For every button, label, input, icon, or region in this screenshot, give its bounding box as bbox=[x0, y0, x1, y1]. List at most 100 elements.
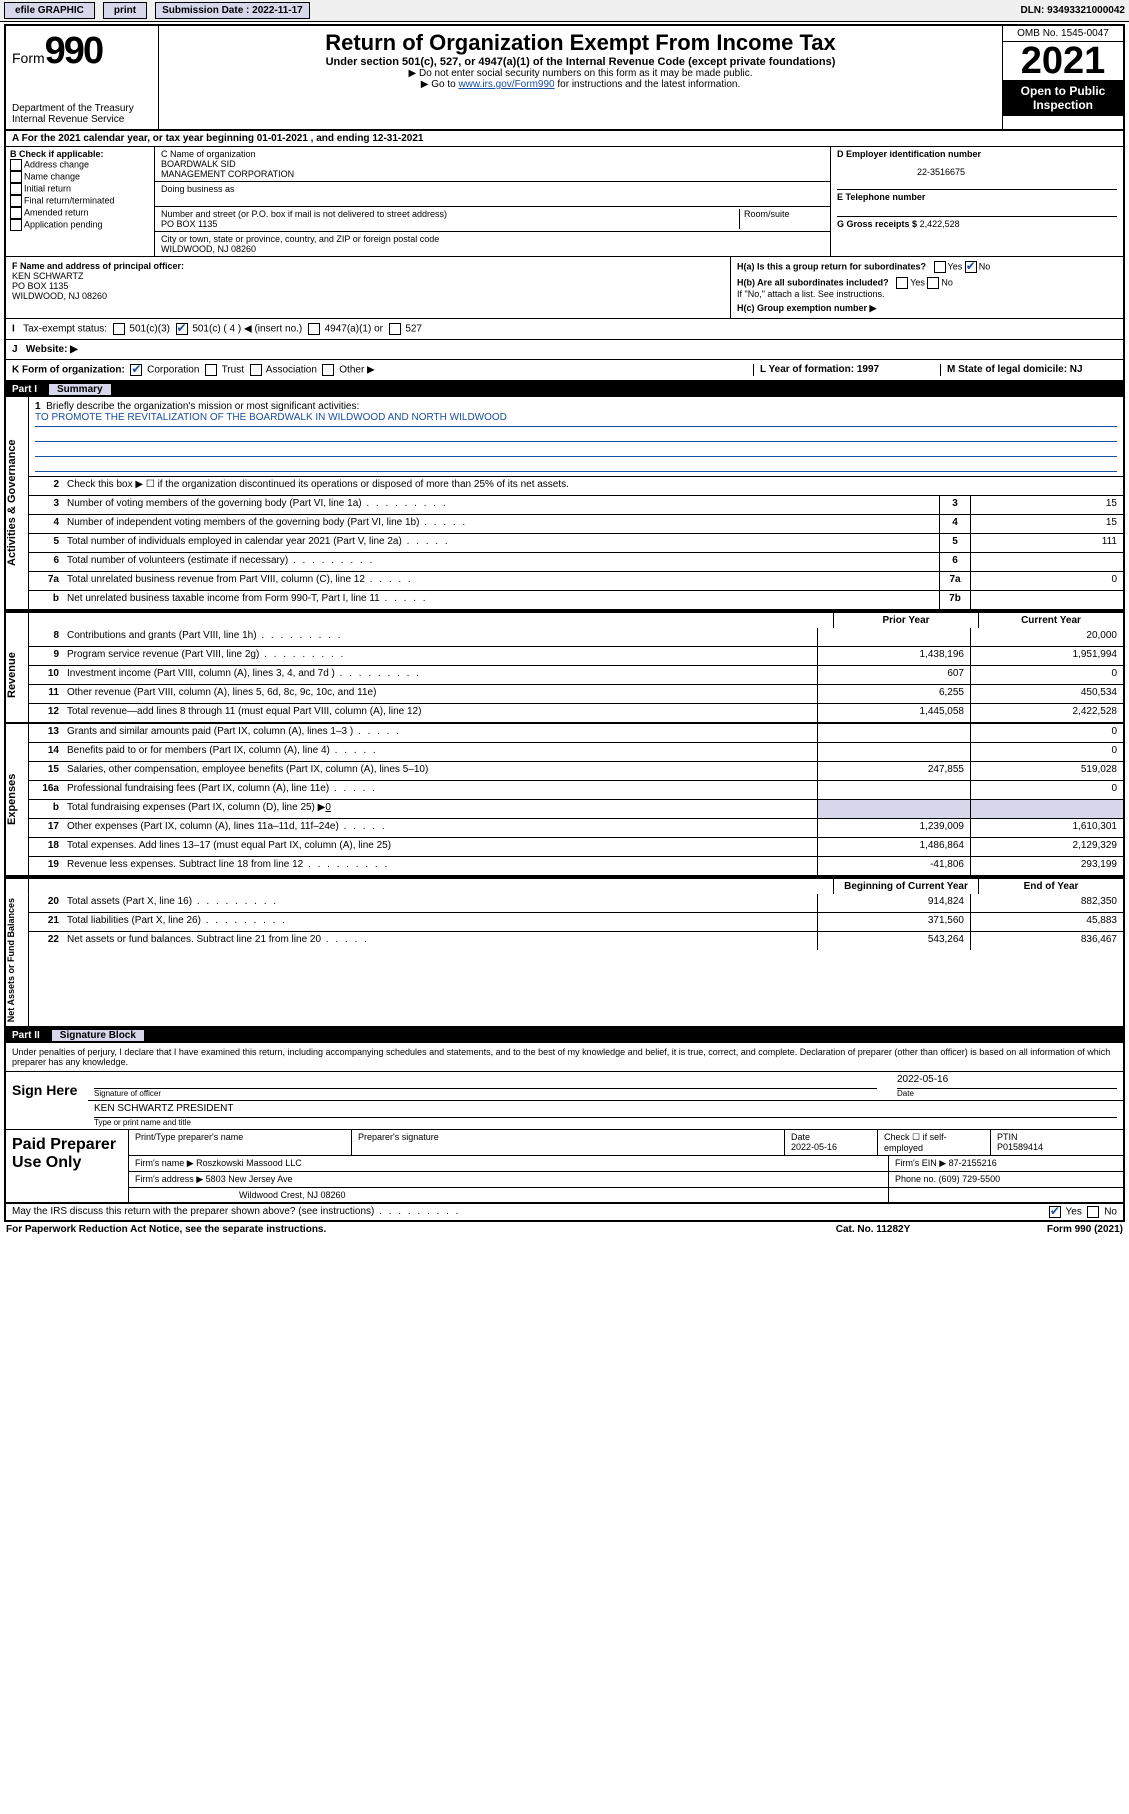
state-domicile: M State of legal domicile: NJ bbox=[940, 364, 1117, 376]
col-headers-1: Prior Year Current Year bbox=[6, 611, 1123, 628]
sign-here-label: Sign Here bbox=[6, 1072, 88, 1129]
cb-initial-return[interactable] bbox=[10, 183, 22, 195]
cb-4947[interactable] bbox=[308, 323, 320, 335]
hb-note: If "No," attach a list. See instructions… bbox=[737, 289, 1117, 299]
line-3: Number of voting members of the governin… bbox=[63, 496, 939, 514]
city-value: WILDWOOD, NJ 08260 bbox=[161, 244, 824, 254]
cb-hb-no[interactable] bbox=[927, 277, 939, 289]
row-i: I Tax-exempt status: 501(c)(3) 501(c) ( … bbox=[6, 319, 1123, 340]
officer-name: KEN SCHWARTZ bbox=[12, 271, 724, 281]
tab-activities: Activities & Governance bbox=[6, 397, 29, 609]
mission-q: Briefly describe the organization's miss… bbox=[46, 401, 359, 412]
name-label: C Name of organization bbox=[161, 149, 824, 159]
pra-notice: For Paperwork Reduction Act Notice, see … bbox=[6, 1224, 773, 1235]
open-inspection: Open to Public Inspection bbox=[1003, 80, 1123, 116]
sign-here-block: Sign Here Signature of officer 2022-05-1… bbox=[6, 1071, 1123, 1130]
cb-ha-no[interactable] bbox=[965, 261, 977, 273]
city-label: City or town, state or province, country… bbox=[161, 234, 824, 244]
phone-label: E Telephone number bbox=[837, 192, 925, 202]
gross-label: G Gross receipts $ bbox=[837, 219, 917, 229]
form-prefix: Form bbox=[12, 50, 45, 66]
hc-label: H(c) Group exemption number ▶ bbox=[737, 303, 876, 313]
summary-activities: Activities & Governance 1 Briefly descri… bbox=[6, 397, 1123, 611]
cb-corp[interactable] bbox=[130, 364, 142, 376]
ein-value: 22-3516675 bbox=[837, 159, 1117, 185]
cb-name-change[interactable] bbox=[10, 171, 22, 183]
addr-label: Number and street (or P.O. box if mail i… bbox=[161, 209, 739, 219]
form-title: Return of Organization Exempt From Incom… bbox=[165, 30, 996, 56]
col-d-ein: D Employer identification number 22-3516… bbox=[831, 147, 1123, 256]
row-a-period: A For the 2021 calendar year, or tax yea… bbox=[6, 131, 1123, 147]
cb-final-return[interactable] bbox=[10, 195, 22, 207]
cb-trust[interactable] bbox=[205, 364, 217, 376]
ein-label: D Employer identification number bbox=[837, 149, 981, 159]
irs-label: Internal Revenue Service bbox=[12, 114, 152, 125]
row-j: J Website: ▶ bbox=[6, 340, 1123, 360]
col-c-org: C Name of organization BOARDWALK SID MAN… bbox=[155, 147, 831, 256]
submission-date: Submission Date : 2022-11-17 bbox=[155, 2, 310, 19]
top-toolbar: efile GRAPHIC print Submission Date : 20… bbox=[0, 0, 1129, 22]
line-2: Check this box ▶ ☐ if the organization d… bbox=[63, 477, 1123, 495]
part1-header: Part I Summary bbox=[6, 382, 1123, 397]
gross-value: 2,422,528 bbox=[920, 219, 960, 229]
form-number: 990 bbox=[45, 30, 102, 72]
org-name-2: MANAGEMENT CORPORATION bbox=[161, 169, 824, 179]
irs-link[interactable]: www.irs.gov/Form990 bbox=[458, 79, 554, 90]
summary-netassets: Net Assets or Fund Balances 20Total asse… bbox=[6, 894, 1123, 1028]
tab-revenue: Revenue bbox=[6, 628, 29, 722]
note-link: ▶ Go to www.irs.gov/Form990 for instruct… bbox=[165, 79, 996, 90]
year-formation: L Year of formation: 1997 bbox=[753, 364, 940, 376]
cb-amended[interactable] bbox=[10, 207, 22, 219]
efile-label: efile GRAPHIC bbox=[4, 2, 95, 19]
part2-header: Part II Signature Block bbox=[6, 1028, 1123, 1043]
officer-label: F Name and address of principal officer: bbox=[12, 261, 184, 271]
discuss-row: May the IRS discuss this return with the… bbox=[6, 1204, 1123, 1220]
col-headers-2: Beginning of Current Year End of Year bbox=[6, 877, 1123, 894]
header-mid: Return of Organization Exempt From Incom… bbox=[159, 26, 1002, 129]
row-f-h: F Name and address of principal officer:… bbox=[6, 257, 1123, 319]
sig-declaration: Under penalties of perjury, I declare th… bbox=[6, 1043, 1123, 1071]
room-suite: Room/suite bbox=[739, 209, 824, 229]
cb-501c[interactable] bbox=[176, 323, 188, 335]
header-left: Form990 Department of the Treasury Inter… bbox=[6, 26, 159, 129]
tax-year: 2021 bbox=[1003, 42, 1123, 80]
cb-ha-yes[interactable] bbox=[934, 261, 946, 273]
mission-text: TO PROMOTE THE REVITALIZATION OF THE BOA… bbox=[35, 412, 1117, 427]
cb-527[interactable] bbox=[389, 323, 401, 335]
page-footer: For Paperwork Reduction Act Notice, see … bbox=[0, 1222, 1129, 1237]
line-6: Total number of volunteers (estimate if … bbox=[63, 553, 939, 571]
paid-label: Paid Preparer Use Only bbox=[6, 1130, 129, 1202]
tab-netassets: Net Assets or Fund Balances bbox=[6, 894, 29, 1026]
print-button[interactable]: print bbox=[103, 2, 147, 19]
cb-discuss-yes[interactable] bbox=[1049, 1206, 1061, 1218]
header-right: OMB No. 1545-0047 2021 Open to Public In… bbox=[1002, 26, 1123, 129]
cb-501c3[interactable] bbox=[113, 323, 125, 335]
cb-other[interactable] bbox=[322, 364, 334, 376]
line-7a: Total unrelated business revenue from Pa… bbox=[63, 572, 939, 590]
dba-label: Doing business as bbox=[161, 184, 824, 194]
form-header: Form990 Department of the Treasury Inter… bbox=[6, 26, 1123, 131]
dln-label: DLN: 93493321000042 bbox=[1020, 5, 1125, 16]
cb-hb-yes[interactable] bbox=[896, 277, 908, 289]
form-ref: Form 990 (2021) bbox=[973, 1224, 1123, 1235]
officer-city: WILDWOOD, NJ 08260 bbox=[12, 291, 724, 301]
dept-label: Department of the Treasury bbox=[12, 103, 152, 114]
cb-discuss-no[interactable] bbox=[1087, 1206, 1099, 1218]
cb-address-change[interactable] bbox=[10, 159, 22, 171]
addr-value: PO BOX 1135 bbox=[161, 219, 739, 229]
cb-app-pending[interactable] bbox=[10, 219, 22, 231]
org-name-1: BOARDWALK SID bbox=[161, 159, 824, 169]
summary-expenses: Expenses 13Grants and similar amounts pa… bbox=[6, 724, 1123, 877]
form-subtitle: Under section 501(c), 527, or 4947(a)(1)… bbox=[165, 56, 996, 68]
form-container: Form990 Department of the Treasury Inter… bbox=[4, 24, 1125, 1222]
line-7b: Net unrelated business taxable income fr… bbox=[63, 591, 939, 609]
cat-no: Cat. No. 11282Y bbox=[773, 1224, 973, 1235]
section-bcd: B Check if applicable: Address change Na… bbox=[6, 147, 1123, 257]
note-ssn: ▶ Do not enter social security numbers o… bbox=[165, 68, 996, 79]
line-5: Total number of individuals employed in … bbox=[63, 534, 939, 552]
paid-preparer-block: Paid Preparer Use Only Print/Type prepar… bbox=[6, 1130, 1123, 1204]
col-b-checkboxes: B Check if applicable: Address change Na… bbox=[6, 147, 155, 256]
officer-addr: PO BOX 1135 bbox=[12, 281, 724, 291]
tab-expenses: Expenses bbox=[6, 724, 29, 875]
cb-assoc[interactable] bbox=[250, 364, 262, 376]
